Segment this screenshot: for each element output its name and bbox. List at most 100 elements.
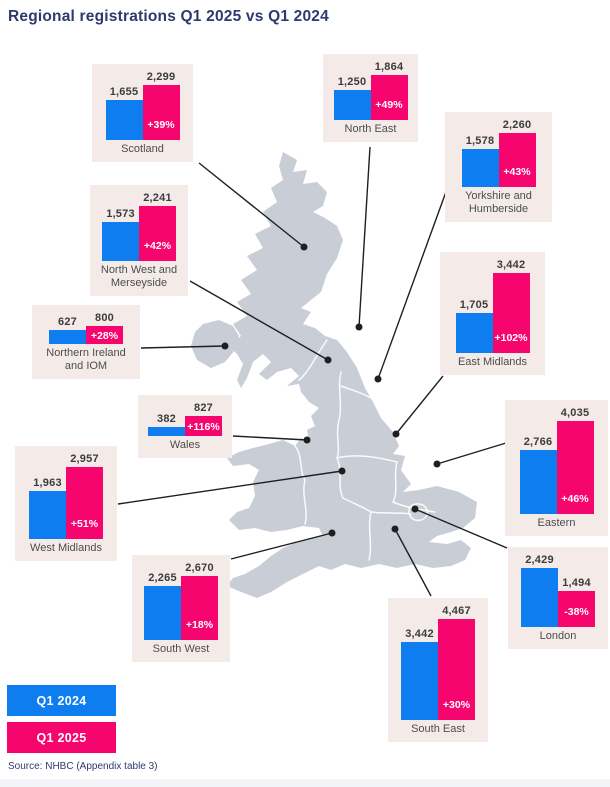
value-label-q1-2025: 1,494 [562, 577, 591, 589]
bar-q1-2024 [461, 149, 499, 187]
percent-change-label: +43% [503, 166, 531, 178]
value-label-q1-2025: 3,442 [496, 259, 526, 271]
region-name-label: Wales [169, 439, 201, 451]
region-card-london: 2,429 1,494 -38% London [508, 547, 608, 650]
bar-q1-2025: +28% [86, 326, 123, 344]
percent-change-label: +42% [143, 240, 172, 252]
bar-q1-2024 [49, 330, 86, 344]
bar-q1-2024 [521, 568, 558, 627]
bar-group: 1,963 2,957 +51% [21, 453, 111, 539]
bar-q1-2025: +39% [142, 85, 180, 140]
region-card-yorkshire-humberside: 1,578 2,260 +43% Yorkshire and Humberside [445, 112, 552, 223]
bar-q1-2024 [144, 586, 181, 640]
bar-q1-2025: +42% [139, 206, 176, 261]
bar-group: 2,429 1,494 -38% [514, 554, 602, 627]
legend: Q1 2024 Q1 2025 [7, 685, 116, 759]
percent-change-label: +102% [494, 332, 528, 344]
bar-group: 1,250 1,864 +49% [329, 61, 412, 120]
bar-group: 627 800 +28% [38, 312, 134, 344]
value-label-q1-2025: 2,299 [146, 71, 176, 83]
region-name-label: Eastern [537, 517, 576, 529]
bar-q1-2025: +46% [556, 421, 594, 514]
bar-group: 1,705 3,442 +102% [446, 259, 539, 353]
value-label-q1-2025: 2,670 [185, 562, 214, 574]
region-name-label: South West [152, 643, 210, 655]
page-title: Regional registrations Q1 2025 vs Q1 202… [8, 8, 329, 25]
value-label-q1-2025: 1,864 [374, 61, 404, 73]
value-label-q1-2024: 627 [58, 316, 77, 328]
percent-change-label: +18% [185, 619, 214, 631]
bar-group: 2,265 2,670 +18% [138, 562, 224, 640]
bar-q1-2024 [333, 90, 371, 120]
bar-q1-2025: +49% [370, 75, 408, 120]
value-label-q1-2024: 1,578 [465, 135, 495, 147]
value-label-q1-2024: 1,705 [459, 299, 489, 311]
bar-q1-2025: +51% [66, 467, 103, 539]
percent-change-label: +46% [561, 493, 589, 505]
region-card-south-west: 2,265 2,670 +18% South West [132, 555, 230, 663]
bar-q1-2024 [455, 313, 493, 353]
region-card-wales: 382 827 +116% Wales [138, 395, 232, 459]
percent-change-label: +51% [70, 518, 99, 530]
region-card-northern-ireland-iom: 627 800 +28% Northern Ireland and IOM [32, 305, 140, 380]
region-name-label: Yorkshire and Humberside [465, 190, 532, 216]
region-card-south-east: 3,442 4,467 +30% South East [388, 598, 488, 743]
percent-change-label: +39% [147, 119, 175, 131]
legend-item-q1-2024: Q1 2024 [7, 685, 116, 716]
bar-q1-2025: +18% [181, 576, 218, 640]
bottom-strip [0, 779, 610, 787]
percent-change-label: +30% [442, 699, 471, 711]
region-name-label: Scotland [121, 143, 164, 155]
bar-group: 2,766 4,035 +46% [511, 407, 602, 514]
value-label-q1-2024: 2,265 [148, 572, 177, 584]
region-name-label: Northern Ireland and IOM [46, 347, 126, 373]
percent-change-label: +28% [90, 329, 119, 342]
source-note: Source: NHBC (Appendix table 3) [8, 761, 158, 772]
percent-change-label: +49% [375, 99, 403, 111]
value-label-q1-2024: 382 [157, 413, 176, 425]
legend-item-q1-2025: Q1 2025 [7, 722, 116, 753]
region-name-label: North West and Merseyside [100, 264, 178, 290]
region-card-north-east: 1,250 1,864 +49% North East [323, 54, 418, 143]
value-label-q1-2024: 2,766 [523, 436, 553, 448]
bar-group: 1,573 2,241 +42% [96, 192, 182, 261]
bar-q1-2024 [519, 450, 557, 514]
region-card-north-west-merseyside: 1,573 2,241 +42% North West and Merseysid… [90, 185, 188, 297]
value-label-q1-2024: 2,429 [525, 554, 554, 566]
region-card-east-midlands: 1,705 3,442 +102% East Midlands [440, 252, 545, 376]
value-label-q1-2025: 2,241 [143, 192, 172, 204]
bar-q1-2024 [148, 427, 185, 436]
value-label-q1-2024: 3,442 [405, 628, 434, 640]
region-card-scotland: 1,655 2,299 +39% Scotland [92, 64, 193, 163]
value-label-q1-2025: 800 [95, 312, 114, 324]
region-name-label: South East [411, 723, 465, 735]
bar-group: 1,578 2,260 +43% [451, 119, 546, 187]
bar-group: 382 827 +116% [144, 402, 226, 436]
northern-ireland-shape [191, 320, 239, 368]
bar-q1-2024 [102, 222, 139, 261]
bar-q1-2025: +116% [185, 416, 222, 436]
bar-q1-2024 [401, 642, 438, 720]
value-label-q1-2024: 1,655 [109, 86, 139, 98]
value-label-q1-2025: 4,035 [560, 407, 590, 419]
region-card-eastern: 2,766 4,035 +46% Eastern [505, 400, 608, 537]
bar-q1-2025: -38% [558, 591, 595, 627]
bar-q1-2025: +43% [498, 133, 536, 187]
percent-change-label: +116% [187, 420, 220, 433]
region-name-label: East Midlands [457, 356, 528, 368]
region-card-west-midlands: 1,963 2,957 +51% West Midlands [15, 446, 117, 562]
region-name-label: West Midlands [30, 542, 102, 554]
bar-q1-2024 [105, 100, 143, 140]
value-label-q1-2025: 4,467 [442, 605, 471, 617]
value-label-q1-2024: 1,963 [33, 477, 62, 489]
value-label-q1-2025: 2,957 [70, 453, 99, 465]
value-label-q1-2025: 2,260 [502, 119, 532, 131]
bar-q1-2025: +102% [492, 273, 530, 353]
region-name-label: London [539, 630, 577, 642]
region-name-label: North East [344, 123, 397, 135]
bar-q1-2024 [29, 491, 66, 539]
bar-group: 3,442 4,467 +30% [394, 605, 482, 720]
value-label-q1-2024: 1,250 [337, 76, 367, 88]
bar-group: 1,655 2,299 +39% [98, 71, 187, 140]
bar-q1-2025: +30% [438, 619, 475, 720]
